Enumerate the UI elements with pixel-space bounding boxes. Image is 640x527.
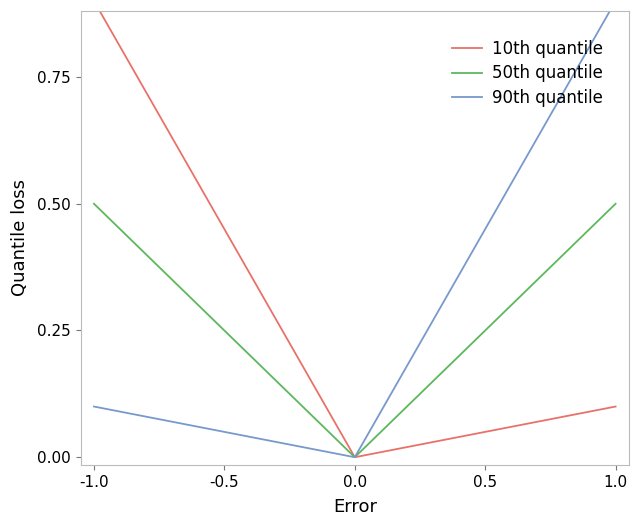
10th quantile [612, 403, 620, 409]
Line: 90th quantile: 90th quantile [94, 1, 616, 457]
10th quantile [330, 417, 338, 424]
10th quantile [90, 0, 98, 4]
10th quantile [351, 454, 359, 461]
90th quantile [612, 0, 620, 4]
Legend: 10th quantile, 50th quantile, 90th quantile: 10th quantile, 50th quantile, 90th quant… [445, 33, 609, 114]
10th quantile [501, 425, 509, 431]
50th quantile [351, 454, 359, 460]
X-axis label: Error: Error [333, 498, 377, 516]
50th quantile [597, 215, 605, 221]
50th quantile [330, 434, 338, 440]
50th quantile [116, 227, 124, 233]
50th quantile [596, 216, 604, 222]
50th quantile [344, 447, 351, 453]
90th quantile [90, 403, 98, 409]
Line: 50th quantile: 50th quantile [94, 204, 616, 457]
50th quantile [90, 201, 98, 207]
10th quantile [344, 442, 351, 448]
10th quantile [116, 44, 124, 51]
90th quantile [116, 408, 124, 415]
90th quantile [596, 24, 604, 31]
90th quantile [330, 450, 338, 456]
90th quantile [501, 191, 509, 198]
10th quantile [597, 406, 605, 413]
90th quantile [344, 453, 351, 459]
50th quantile [612, 201, 620, 207]
Line: 10th quantile: 10th quantile [94, 1, 616, 457]
90th quantile [351, 454, 358, 461]
Y-axis label: Quantile loss: Quantile loss [11, 180, 29, 297]
50th quantile [501, 308, 509, 315]
90th quantile [597, 24, 605, 30]
10th quantile [596, 406, 604, 413]
